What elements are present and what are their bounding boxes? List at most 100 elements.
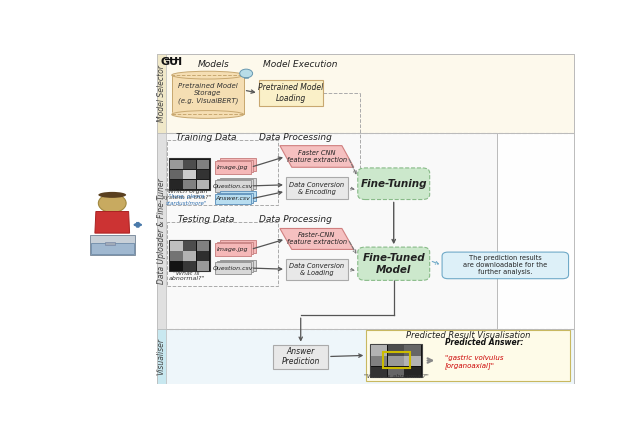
Text: Pretrained Model
Storage
(e.g. VisualBERT): Pretrained Model Storage (e.g. VisualBER…: [177, 83, 238, 104]
FancyBboxPatch shape: [196, 159, 209, 169]
FancyBboxPatch shape: [169, 240, 210, 271]
Text: Predicted Result Visualisation: Predicted Result Visualisation: [406, 331, 530, 340]
FancyBboxPatch shape: [218, 159, 253, 172]
FancyBboxPatch shape: [358, 168, 429, 200]
FancyBboxPatch shape: [183, 159, 196, 169]
Text: Fine-Tuning: Fine-Tuning: [360, 179, 427, 189]
FancyBboxPatch shape: [273, 345, 328, 368]
Text: Fine-Tuned
Model: Fine-Tuned Model: [362, 253, 425, 274]
Text: Model Execution: Model Execution: [264, 60, 338, 69]
FancyBboxPatch shape: [170, 159, 182, 169]
FancyBboxPatch shape: [90, 235, 134, 255]
Text: "What is abnormal?": "What is abnormal?": [364, 375, 429, 379]
FancyBboxPatch shape: [157, 329, 573, 384]
FancyBboxPatch shape: [170, 170, 182, 179]
FancyBboxPatch shape: [218, 193, 253, 203]
FancyBboxPatch shape: [183, 241, 196, 251]
Text: Predicted Answer:: Predicted Answer:: [445, 338, 523, 347]
Text: "lung, pleura
stardust/more": "lung, pleura stardust/more": [166, 194, 207, 205]
Text: Question.csv: Question.csv: [212, 184, 253, 188]
FancyBboxPatch shape: [220, 178, 255, 189]
FancyBboxPatch shape: [370, 344, 422, 377]
Text: Data Processing: Data Processing: [259, 215, 332, 224]
FancyBboxPatch shape: [157, 54, 573, 133]
Ellipse shape: [172, 71, 244, 79]
Text: Image.jpg: Image.jpg: [217, 165, 248, 170]
FancyBboxPatch shape: [220, 158, 255, 171]
FancyBboxPatch shape: [371, 345, 387, 356]
Text: "What is
abnormal?": "What is abnormal?": [168, 270, 205, 281]
Text: Answer
Prediction: Answer Prediction: [282, 347, 320, 366]
FancyBboxPatch shape: [218, 179, 253, 190]
FancyBboxPatch shape: [183, 170, 196, 179]
FancyBboxPatch shape: [196, 180, 209, 189]
Text: Training Data: Training Data: [176, 133, 237, 142]
FancyBboxPatch shape: [404, 345, 420, 356]
FancyBboxPatch shape: [196, 170, 209, 179]
FancyBboxPatch shape: [218, 242, 253, 254]
FancyBboxPatch shape: [170, 251, 182, 261]
FancyBboxPatch shape: [404, 356, 420, 366]
FancyBboxPatch shape: [157, 54, 166, 133]
Text: Faster CNN
feature extraction: Faster CNN feature extraction: [287, 150, 347, 163]
FancyBboxPatch shape: [215, 194, 251, 204]
Text: Models: Models: [198, 60, 230, 69]
Circle shape: [240, 69, 253, 78]
Polygon shape: [95, 212, 129, 233]
FancyBboxPatch shape: [442, 252, 568, 279]
FancyBboxPatch shape: [371, 356, 387, 366]
Text: Model Selector: Model Selector: [157, 65, 166, 122]
FancyBboxPatch shape: [172, 75, 244, 114]
FancyBboxPatch shape: [220, 191, 255, 201]
Text: Testing Data: Testing Data: [179, 215, 235, 224]
FancyBboxPatch shape: [388, 345, 404, 356]
FancyBboxPatch shape: [220, 260, 255, 271]
FancyBboxPatch shape: [170, 241, 182, 251]
FancyBboxPatch shape: [259, 80, 323, 106]
FancyBboxPatch shape: [358, 247, 429, 280]
FancyBboxPatch shape: [215, 262, 251, 274]
FancyBboxPatch shape: [215, 161, 251, 174]
FancyBboxPatch shape: [157, 133, 166, 329]
Text: Question.csv: Question.csv: [212, 266, 253, 270]
FancyBboxPatch shape: [170, 180, 182, 189]
Text: Faster-CNN
feature extraction: Faster-CNN feature extraction: [287, 232, 347, 245]
FancyBboxPatch shape: [196, 241, 209, 251]
FancyBboxPatch shape: [157, 54, 573, 384]
FancyBboxPatch shape: [388, 356, 404, 366]
FancyBboxPatch shape: [371, 366, 387, 377]
Polygon shape: [280, 229, 354, 249]
FancyBboxPatch shape: [183, 180, 196, 189]
FancyBboxPatch shape: [404, 366, 420, 377]
FancyBboxPatch shape: [286, 259, 348, 280]
FancyBboxPatch shape: [196, 261, 209, 271]
Ellipse shape: [172, 111, 244, 118]
FancyBboxPatch shape: [105, 242, 115, 245]
FancyBboxPatch shape: [215, 243, 251, 256]
Text: "Which organ
system is this?": "Which organ system is this?": [162, 190, 211, 200]
FancyBboxPatch shape: [183, 261, 196, 271]
FancyBboxPatch shape: [366, 330, 570, 381]
Text: Data Uploader & Fine-Tuner: Data Uploader & Fine-Tuner: [157, 178, 166, 284]
Text: Data Conversion
& Loading: Data Conversion & Loading: [289, 263, 344, 276]
Text: Data Processing: Data Processing: [259, 133, 332, 142]
Text: GUI: GUI: [161, 57, 183, 67]
FancyBboxPatch shape: [183, 251, 196, 261]
FancyBboxPatch shape: [157, 133, 497, 329]
FancyBboxPatch shape: [196, 251, 209, 261]
Ellipse shape: [99, 192, 126, 198]
Text: Data Conversion
& Encoding: Data Conversion & Encoding: [289, 181, 344, 194]
Text: Visualiser: Visualiser: [157, 338, 166, 375]
FancyBboxPatch shape: [218, 261, 253, 273]
Text: Image.jpg: Image.jpg: [217, 247, 248, 252]
FancyBboxPatch shape: [91, 244, 134, 254]
Circle shape: [99, 194, 126, 213]
FancyBboxPatch shape: [172, 110, 243, 114]
Text: The prediction results
are downloadable for the
further analysis.: The prediction results are downloadable …: [463, 255, 547, 275]
Text: Pretrained Model
Loading: Pretrained Model Loading: [258, 83, 323, 103]
FancyBboxPatch shape: [215, 180, 251, 191]
FancyBboxPatch shape: [157, 329, 166, 384]
FancyBboxPatch shape: [388, 366, 404, 377]
Text: "gastric volvulus
[organoaxial]": "gastric volvulus [organoaxial]": [445, 355, 503, 369]
FancyBboxPatch shape: [286, 177, 348, 199]
